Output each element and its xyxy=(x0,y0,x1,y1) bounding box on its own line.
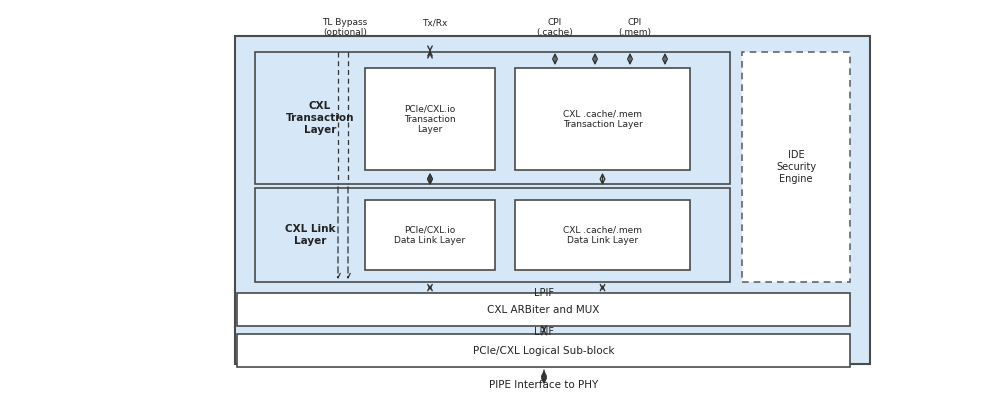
Text: CXL .cache/.mem
Data Link Layer: CXL .cache/.mem Data Link Layer xyxy=(563,225,642,245)
Text: PCIe/CXL.io
Data Link Layer: PCIe/CXL.io Data Link Layer xyxy=(394,225,466,245)
Bar xyxy=(255,52,730,184)
Text: LPIF: LPIF xyxy=(534,288,554,298)
Bar xyxy=(255,188,730,282)
Text: IDE
Security
Engine: IDE Security Engine xyxy=(776,150,816,184)
Bar xyxy=(515,68,690,170)
Text: Tx/Rx: Tx/Rx xyxy=(422,18,448,27)
Text: PCIe/CXL.io
Transaction
Layer: PCIe/CXL.io Transaction Layer xyxy=(404,104,456,134)
Text: CPI
(.cache): CPI (.cache) xyxy=(537,18,573,37)
Bar xyxy=(235,36,870,364)
Text: PCIe/CXL Logical Sub-block: PCIe/CXL Logical Sub-block xyxy=(473,346,614,356)
Text: CXL .cache/.mem
Transaction Layer: CXL .cache/.mem Transaction Layer xyxy=(563,109,642,129)
Text: PIPE Interface to PHY: PIPE Interface to PHY xyxy=(489,380,599,390)
Bar xyxy=(237,293,850,326)
Bar xyxy=(237,334,850,367)
Text: CPI
(.mem): CPI (.mem) xyxy=(618,18,652,37)
Bar xyxy=(515,200,690,270)
Text: LPIF: LPIF xyxy=(534,327,554,337)
Text: CXL Link
Layer: CXL Link Layer xyxy=(285,224,335,246)
Text: CXL ARBiter and MUX: CXL ARBiter and MUX xyxy=(487,305,600,314)
Bar xyxy=(742,52,850,282)
Text: TL Bypass
(optional): TL Bypass (optional) xyxy=(322,18,368,37)
Text: CXL
Transaction
Layer: CXL Transaction Layer xyxy=(286,101,354,134)
Bar xyxy=(365,68,495,170)
Bar xyxy=(365,200,495,270)
